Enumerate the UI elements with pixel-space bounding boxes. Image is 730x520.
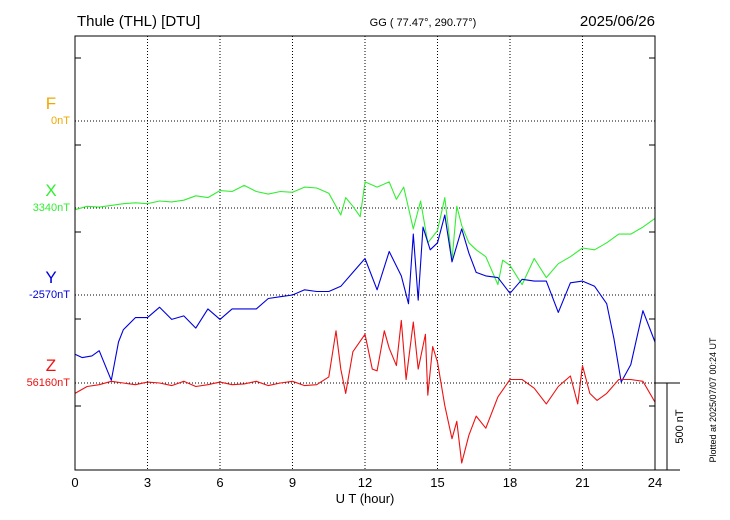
series-z-line	[74, 319, 656, 464]
traces	[74, 181, 656, 464]
x-tick-label: 18	[503, 475, 517, 490]
x-tick-label: 3	[144, 475, 151, 490]
x-tick-label: 21	[575, 475, 589, 490]
date-label: 2025/06/26	[580, 13, 655, 30]
station-title: Thule (THL) [DTU]	[77, 13, 200, 30]
series-x-line	[74, 181, 656, 286]
grid	[75, 36, 655, 470]
series-y-name: Y	[45, 268, 56, 287]
series-z-baseline: 56160nT	[27, 377, 71, 389]
coordinates-label: GG ( 77.47°, 290.77°)	[370, 17, 477, 29]
series-f-name: F	[46, 94, 56, 113]
x-tick-label: 24	[648, 475, 662, 490]
series-x-baseline: 3340nT	[33, 202, 71, 214]
x-tick-label: 9	[289, 475, 296, 490]
series-labels: F 0nT X 3340nT Y -2570nT Z 56160nT	[27, 94, 71, 389]
series-x-name: X	[45, 181, 56, 200]
scale-bar-label: 500 nT	[674, 409, 686, 444]
series-y-baseline: -2570nT	[29, 289, 70, 301]
x-tick-label: 15	[430, 475, 444, 490]
x-axis: 0 3 6 9 12 15 18 21 24	[71, 475, 662, 490]
series-y-line	[74, 214, 656, 383]
series-z-name: Z	[46, 356, 56, 375]
x-tick-label: 0	[71, 475, 78, 490]
series-f-baseline: 0nT	[51, 115, 70, 127]
scale-bar: 500 nT	[655, 382, 686, 471]
x-axis-title: U T (hour)	[336, 491, 395, 506]
plot-frame	[74, 35, 656, 471]
x-tick-label: 6	[216, 475, 223, 490]
x-tick-label: 12	[358, 475, 372, 490]
plotted-note: Plotted at 2025/07/07 00:24 UT	[708, 337, 718, 463]
